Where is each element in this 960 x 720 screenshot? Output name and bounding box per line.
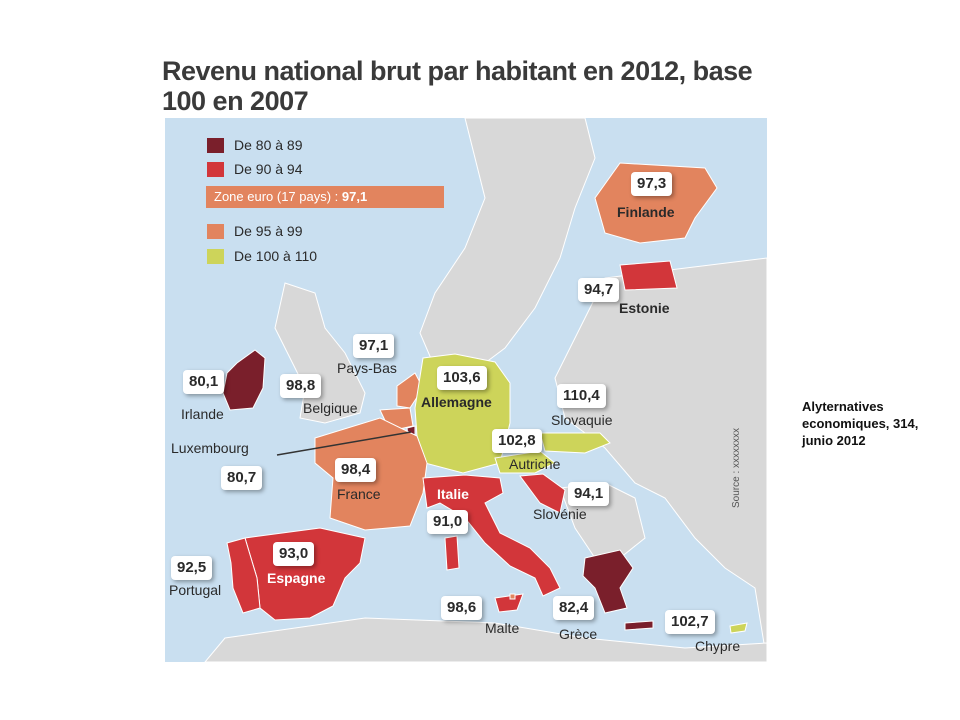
zone-euro-value: 97,1	[341, 189, 368, 204]
value-malte: 98,6	[441, 596, 483, 620]
legend-swatch	[207, 137, 224, 153]
value-slovenie: 94,1	[568, 482, 610, 506]
region-grece	[582, 549, 634, 614]
label-finlande: Finlande	[617, 204, 675, 220]
legend-item-100-110: De 100 à 110	[207, 248, 317, 264]
europe-map: De 80 à 89 De 90 à 94 Zone euro (17 pays…	[165, 118, 767, 662]
label-portugal: Portugal	[169, 582, 222, 598]
region-slovenie	[519, 473, 566, 514]
label-slovaquie: Slovaquie	[551, 412, 613, 428]
label-belgique: Belgique	[303, 400, 358, 416]
value-slovaquie: 110,4	[557, 384, 606, 408]
label-grece: Grèce	[559, 626, 598, 642]
legend-label: De 80 à 89	[234, 137, 303, 153]
region-malte	[509, 593, 516, 600]
luxembourg-leader-line	[276, 431, 412, 456]
legend-label: De 100 à 110	[234, 248, 318, 264]
value-pays-bas: 97,1	[353, 334, 395, 358]
value-luxembourg: 80,7	[221, 466, 263, 490]
label-chypre: Chypre	[695, 638, 741, 654]
region-irlande	[222, 349, 266, 411]
land-uk	[274, 282, 366, 424]
legend-label: De 95 à 99	[234, 223, 303, 239]
legend-swatch	[207, 161, 224, 177]
label-malte: Malte	[485, 620, 520, 636]
region-chypre	[729, 622, 748, 634]
label-pays-bas: Pays-Bas	[337, 360, 397, 376]
label-allemagne: Allemagne	[421, 394, 492, 410]
value-portugal: 92,5	[171, 556, 213, 580]
zone-euro-box: Zone euro (17 pays) : 97,1	[206, 186, 444, 208]
region-slovaquie	[539, 432, 611, 454]
legend-item-80-89: De 80 à 89	[207, 137, 303, 153]
label-espagne: Espagne	[267, 570, 326, 586]
label-autriche: Autriche	[509, 456, 561, 472]
map-title: Revenu national brut par habitant en 201…	[162, 56, 753, 116]
value-france: 98,4	[335, 458, 377, 482]
label-italie: Italie	[437, 486, 469, 502]
label-slovenie: Slovénie	[533, 506, 587, 522]
zone-euro-label: Zone euro (17 pays) :	[214, 189, 342, 204]
value-finlande: 97,3	[631, 172, 673, 196]
land-east	[554, 257, 767, 662]
land-africa	[204, 617, 767, 662]
region-portugal	[226, 537, 261, 614]
value-belgique: 98,8	[280, 374, 322, 398]
label-irlande: Irlande	[181, 406, 224, 422]
value-chypre: 102,7	[665, 610, 715, 634]
region-sardaigne	[444, 535, 460, 571]
label-luxembourg: Luxembourg	[171, 440, 249, 456]
legend-swatch	[207, 223, 224, 239]
value-italie: 91,0	[427, 510, 469, 534]
legend-item-95-99: De 95 à 99	[207, 223, 303, 239]
value-espagne: 93,0	[273, 542, 315, 566]
source-label: Source : xxxxxxxx	[731, 427, 742, 508]
region-finlande	[594, 162, 718, 244]
citation-note: Alyternatives economiques, 314, junio 20…	[802, 399, 919, 448]
value-grece: 82,4	[553, 596, 595, 620]
value-autriche: 102,8	[492, 429, 542, 453]
legend-swatch	[207, 248, 224, 264]
region-crete	[624, 620, 654, 631]
label-france: France	[337, 486, 381, 502]
legend-item-90-94: De 90 à 94	[207, 161, 303, 177]
region-estonie	[619, 260, 678, 291]
value-irlande: 80,1	[183, 370, 225, 394]
legend-label: De 90 à 94	[234, 161, 303, 177]
value-allemagne: 103,6	[437, 366, 487, 390]
value-estonie: 94,7	[578, 278, 620, 302]
label-estonie: Estonie	[619, 300, 670, 316]
